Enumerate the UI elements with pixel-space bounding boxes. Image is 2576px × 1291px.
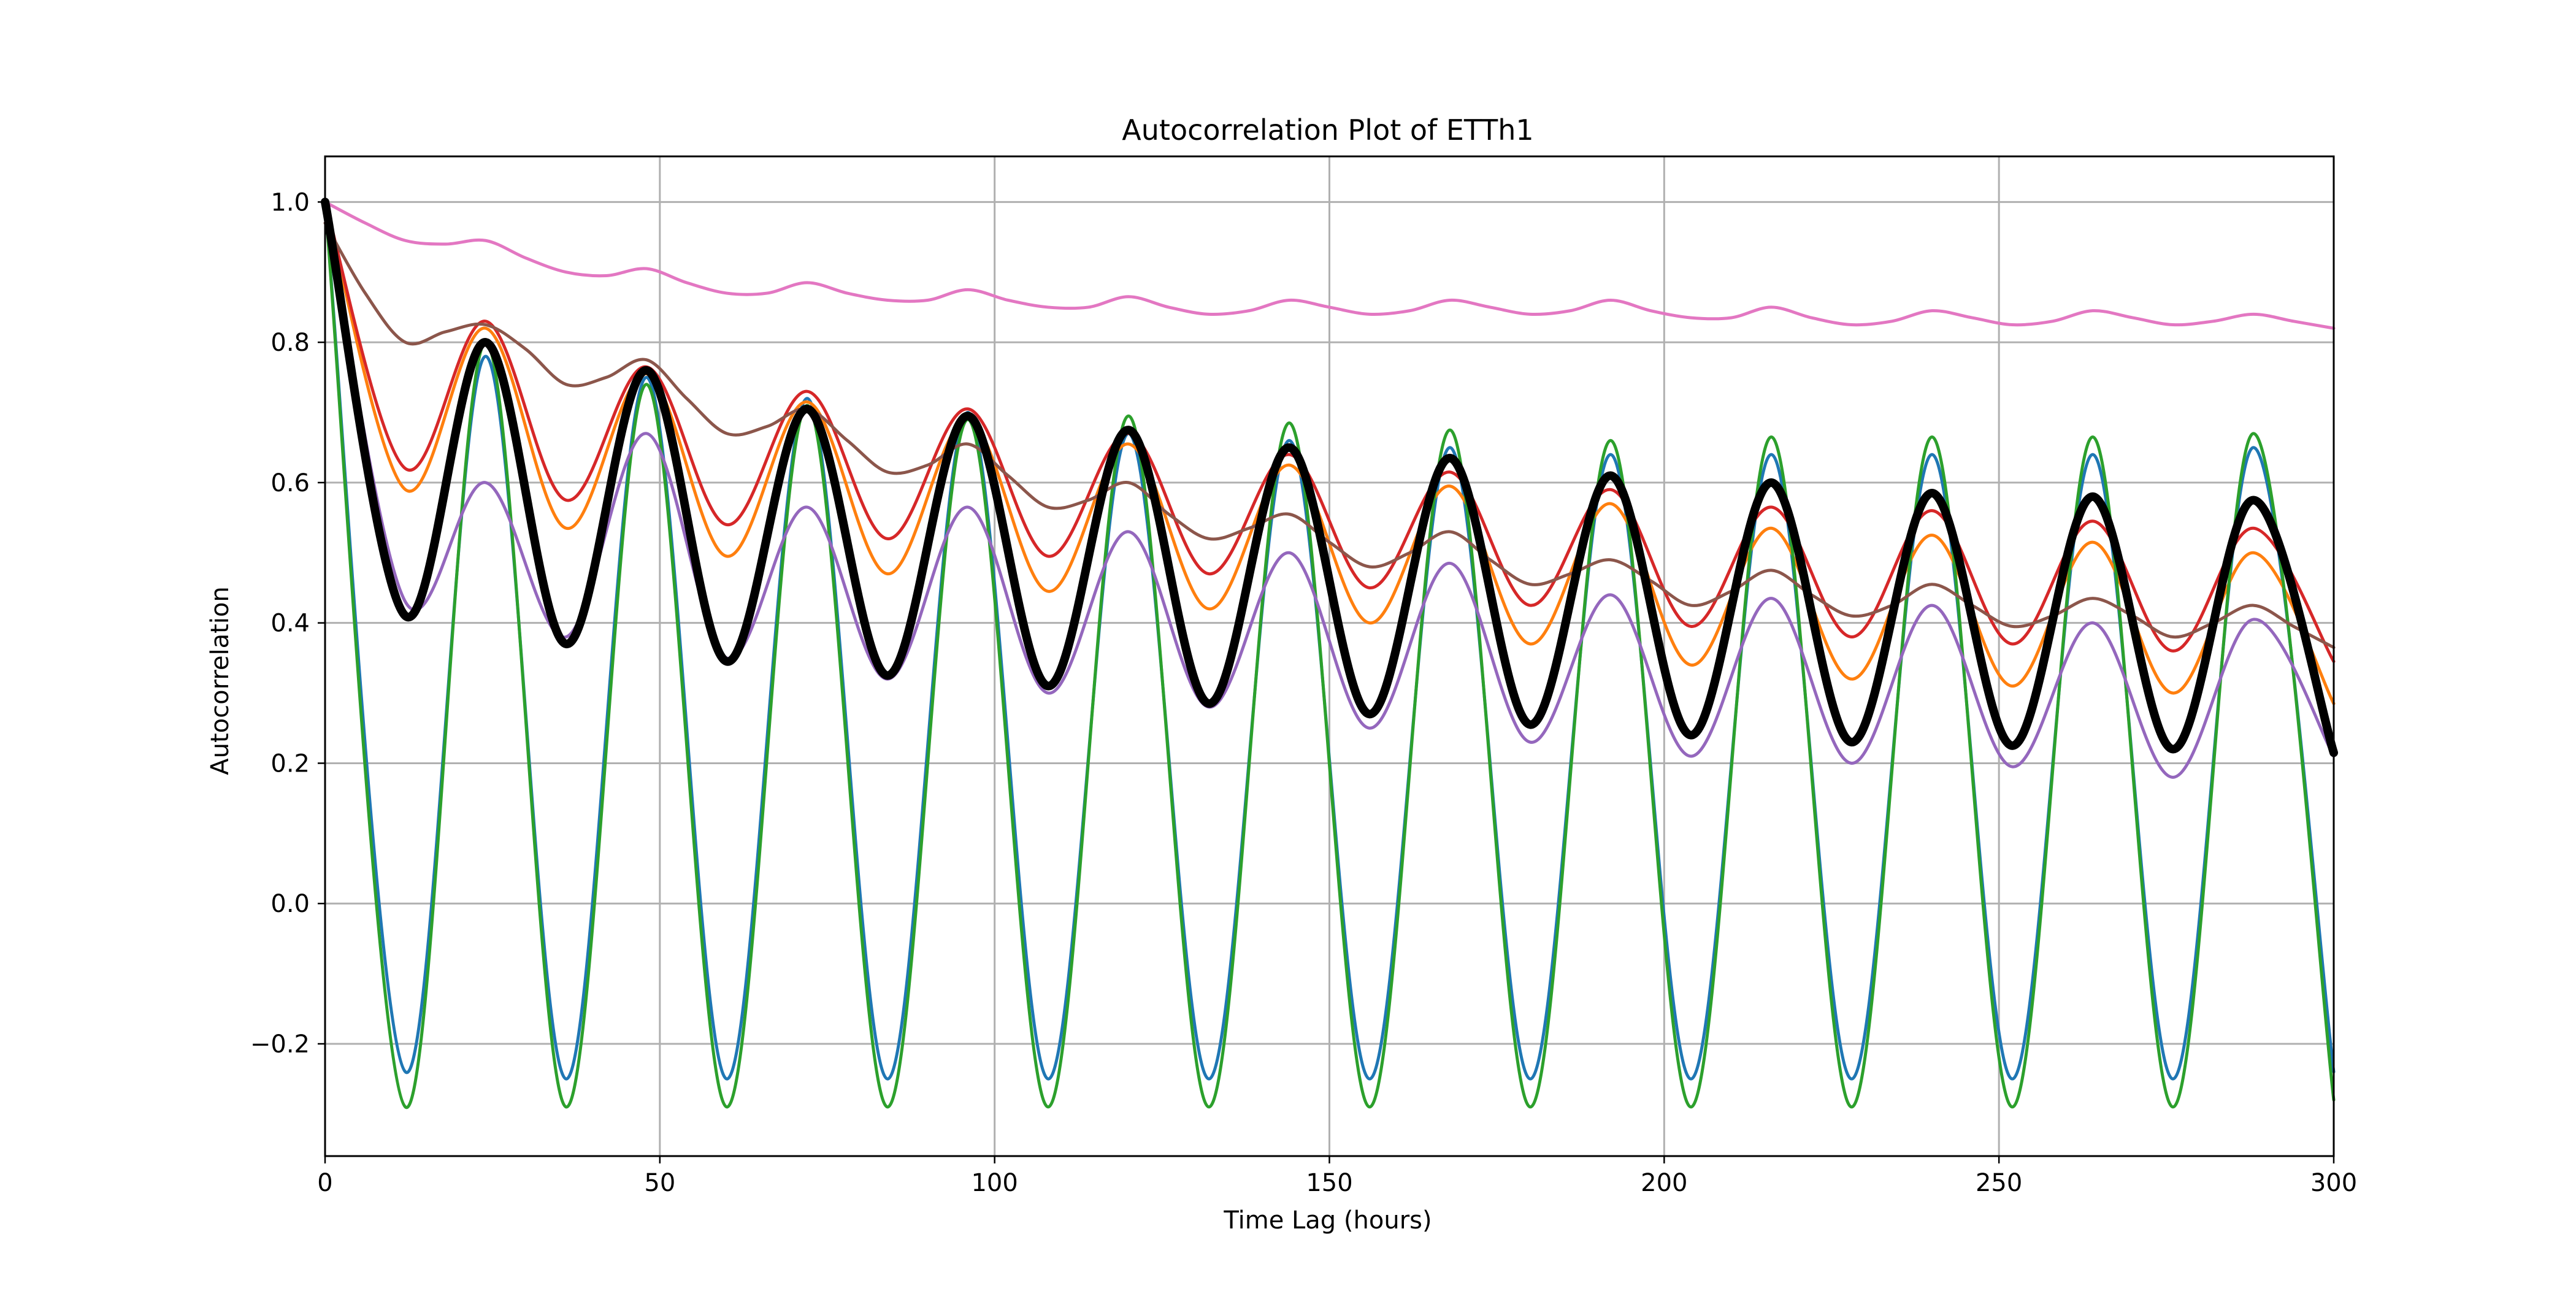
y-tick-label: 1.0: [270, 188, 310, 216]
x-tick-label: 250: [1976, 1169, 2022, 1197]
x-tick-label: 150: [1306, 1169, 1352, 1197]
y-tick-label: 0.6: [270, 469, 310, 497]
y-tick-label: 0.8: [270, 329, 310, 357]
x-tick-label: 200: [1641, 1169, 1687, 1197]
x-tick-label: 0: [317, 1169, 332, 1197]
series-line-5: [323, 200, 2336, 779]
series-line-6: [323, 221, 2336, 649]
x-tick-label: 300: [2310, 1169, 2357, 1197]
series-line-3: [323, 200, 2336, 1109]
y-axis-label: Autocorrelation: [206, 586, 234, 775]
series-line-7: [323, 200, 2336, 330]
y-tick-label: −0.2: [250, 1030, 310, 1059]
series-layer: [321, 197, 2338, 1109]
series-line-8: [321, 197, 2338, 757]
y-tick-label: 0.0: [270, 890, 310, 918]
ticks-layer: 0 50 100 150 200 250 300 −0.2 0.0 0.2 0.4 0.6 0.8 1.0: [250, 188, 2357, 1197]
chart-title: Autocorrelation Plot of ETTh1: [1122, 113, 1533, 147]
x-tick-label: 100: [971, 1169, 1018, 1197]
x-tick-label: 50: [644, 1169, 675, 1197]
x-axis-label: Time Lag (hours): [1223, 1206, 1432, 1235]
y-tick-label: 0.4: [270, 610, 310, 638]
y-tick-label: 0.2: [270, 749, 310, 778]
